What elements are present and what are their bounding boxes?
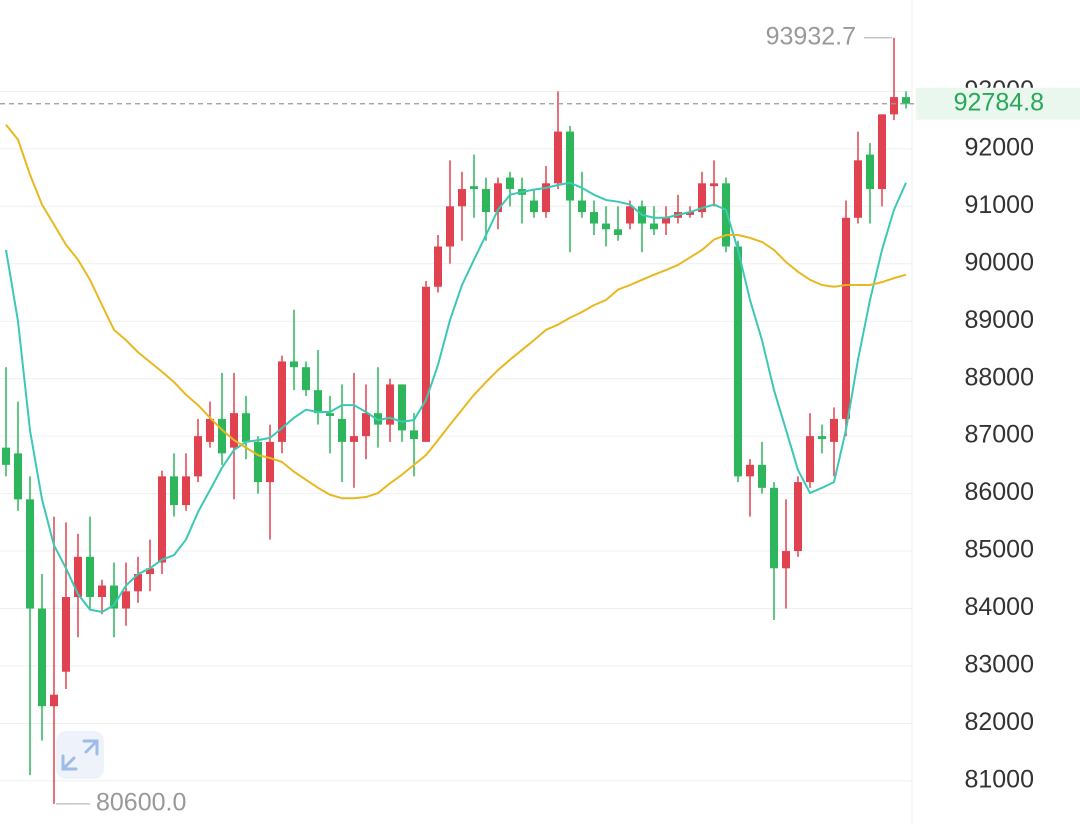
candle-body bbox=[194, 436, 202, 477]
candle-body bbox=[662, 217, 670, 224]
expand-icon[interactable] bbox=[56, 731, 104, 779]
candle-body bbox=[758, 464, 766, 488]
candle-body bbox=[14, 453, 22, 500]
candle-body bbox=[326, 413, 334, 417]
candle-body bbox=[866, 154, 874, 190]
candle-body bbox=[398, 384, 406, 431]
expand-arrows bbox=[61, 739, 99, 771]
candle-body bbox=[410, 430, 418, 440]
candle-body bbox=[626, 206, 634, 224]
candle-body bbox=[206, 418, 214, 442]
low-label: 80600.0 bbox=[96, 788, 186, 816]
y-tick-label: 85000 bbox=[964, 536, 1034, 564]
candle-body bbox=[506, 177, 514, 190]
candle-body bbox=[146, 568, 154, 575]
candle-body bbox=[98, 585, 106, 598]
candle-body bbox=[218, 418, 226, 454]
candle-body bbox=[62, 597, 70, 672]
candle-body bbox=[746, 464, 754, 477]
candle-body bbox=[650, 223, 658, 230]
candle-body bbox=[794, 482, 802, 552]
y-tick-label: 82000 bbox=[964, 708, 1034, 736]
candle-body bbox=[2, 447, 10, 465]
y-tick-label: 90000 bbox=[964, 248, 1034, 276]
candle-body bbox=[806, 436, 814, 483]
candle-body bbox=[614, 229, 622, 236]
candle-body bbox=[710, 183, 718, 187]
candle-body bbox=[242, 413, 250, 442]
candle-body bbox=[254, 441, 262, 483]
candle-body bbox=[698, 183, 706, 213]
candle-body bbox=[266, 441, 274, 483]
candle-body bbox=[470, 186, 478, 190]
candle-body bbox=[554, 131, 562, 184]
candle-body bbox=[782, 551, 790, 569]
candle-body bbox=[818, 436, 826, 440]
candle-body bbox=[890, 97, 898, 115]
candle-body bbox=[38, 608, 46, 707]
y-tick-label: 91000 bbox=[964, 191, 1034, 219]
candle-body bbox=[74, 556, 82, 598]
high-label: 93932.7 bbox=[766, 22, 856, 50]
candle-body bbox=[842, 217, 850, 419]
candle-body bbox=[446, 206, 454, 247]
y-tick-label: 84000 bbox=[964, 593, 1034, 621]
candle-body bbox=[290, 361, 298, 368]
y-tick-label: 89000 bbox=[964, 306, 1034, 334]
candle-body bbox=[722, 183, 730, 247]
candle-body bbox=[734, 246, 742, 477]
y-tick-label: 86000 bbox=[964, 478, 1034, 506]
candle-body bbox=[86, 556, 94, 598]
y-tick-label: 88000 bbox=[964, 363, 1034, 391]
candle-body bbox=[182, 476, 190, 506]
candle-body bbox=[458, 189, 466, 207]
candle-body bbox=[110, 585, 118, 609]
candle-body bbox=[338, 418, 346, 442]
candle-body bbox=[602, 223, 610, 230]
candle-body bbox=[386, 384, 394, 425]
candle-body bbox=[530, 200, 538, 213]
last-price-box bbox=[916, 87, 1080, 120]
candle-body bbox=[314, 390, 322, 414]
candle-body bbox=[278, 361, 286, 442]
candle-body bbox=[134, 574, 142, 592]
candle-body bbox=[230, 413, 238, 448]
moving-average-line bbox=[5, 181, 907, 613]
candle-body bbox=[542, 183, 550, 213]
candle-body bbox=[158, 476, 166, 563]
y-tick-label: 81000 bbox=[964, 766, 1034, 794]
expand-button[interactable] bbox=[56, 731, 104, 779]
candle-body bbox=[830, 418, 838, 442]
candle-body bbox=[26, 499, 34, 609]
candle-body bbox=[482, 189, 490, 213]
candle-body bbox=[590, 212, 598, 224]
y-tick-label: 87000 bbox=[964, 421, 1034, 449]
candle-body bbox=[878, 114, 886, 190]
candle-body bbox=[566, 131, 574, 201]
candle-body bbox=[362, 413, 370, 437]
candle-body bbox=[122, 591, 130, 609]
candle-body bbox=[434, 246, 442, 287]
candle-body bbox=[50, 694, 58, 707]
moving-average-line bbox=[5, 124, 907, 500]
candle-body bbox=[770, 487, 778, 569]
candle-body bbox=[302, 367, 310, 391]
candle-body bbox=[578, 200, 586, 213]
y-tick-label: 92000 bbox=[964, 133, 1034, 161]
last-price-label: 92784.8 bbox=[954, 88, 1044, 116]
candle-body bbox=[902, 97, 910, 104]
candle-body bbox=[494, 183, 502, 213]
candle-body bbox=[854, 160, 862, 218]
y-tick-label: 83000 bbox=[964, 651, 1034, 679]
candle-body bbox=[686, 212, 694, 215]
candle-body bbox=[350, 436, 358, 442]
candle-body bbox=[170, 476, 178, 506]
candle-body bbox=[422, 286, 430, 442]
